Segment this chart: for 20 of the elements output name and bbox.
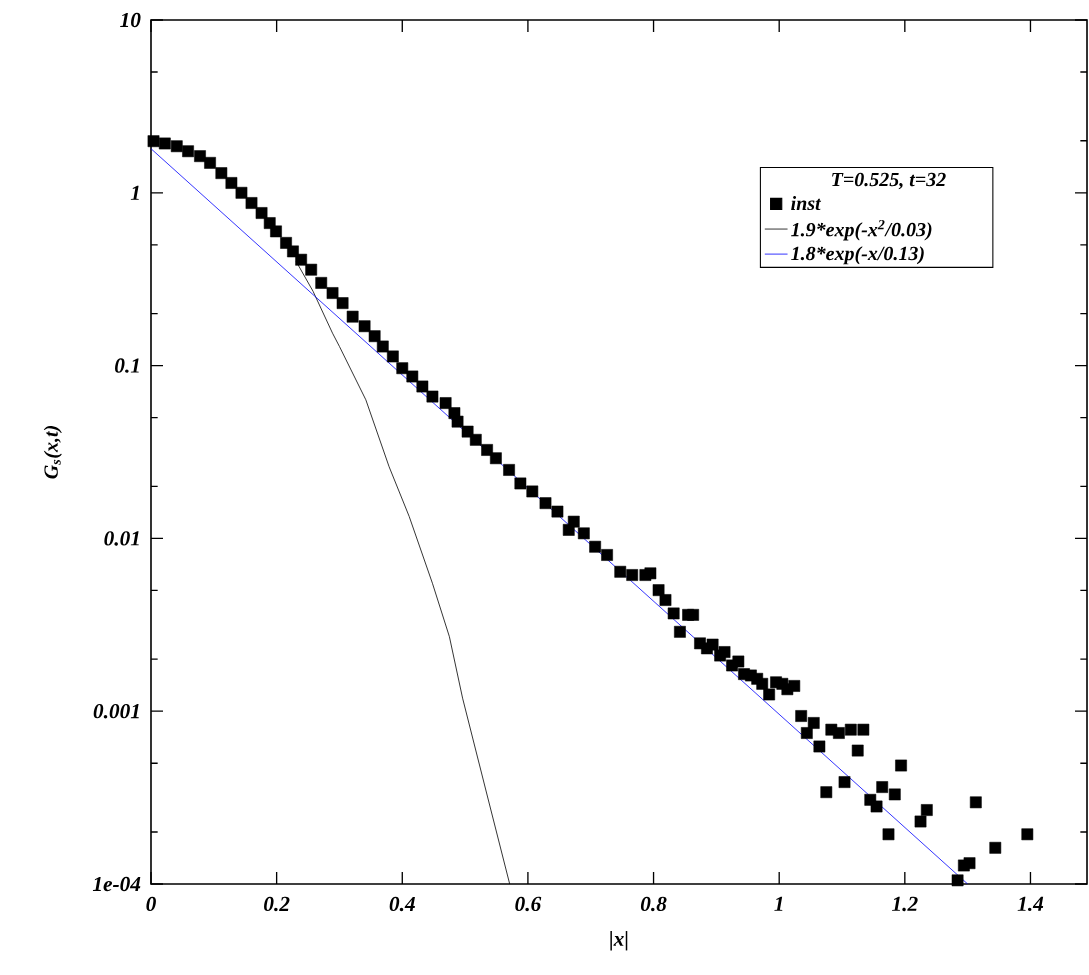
legend-title: T=0.525, t=32: [832, 172, 946, 190]
x-tick-label: 0.2: [264, 896, 290, 912]
legend-label: 1.9*exp(-x$^{2}$/0.03): [791, 219, 932, 241]
x-tick-label: 0: [146, 896, 156, 912]
x-tick-label: 1.4: [1017, 896, 1044, 912]
legend-label: 1.8*exp(-x/0.13): [791, 246, 924, 265]
y-tick-label: 0.1: [115, 358, 139, 373]
x-axis-title: |x|: [610, 931, 628, 951]
y-tick-label: 1e-04: [92, 876, 141, 892]
x-tick-label: 0.8: [640, 896, 667, 912]
x-tick-label: 0.6: [515, 896, 542, 912]
y-tick-label: 10: [120, 12, 141, 28]
y-tick-label: 1: [130, 185, 139, 200]
x-tick-label: 0.4: [389, 896, 415, 912]
x-tick-label: 1.2: [892, 896, 918, 912]
y-tick-label: 0.001: [93, 703, 139, 719]
y-tick-label: 0.01: [104, 531, 139, 546]
legend-label: inst: [791, 196, 822, 211]
y-axis-title: G$_{s}$(x,t): [43, 426, 62, 479]
x-tick-label: 1: [774, 896, 783, 911]
